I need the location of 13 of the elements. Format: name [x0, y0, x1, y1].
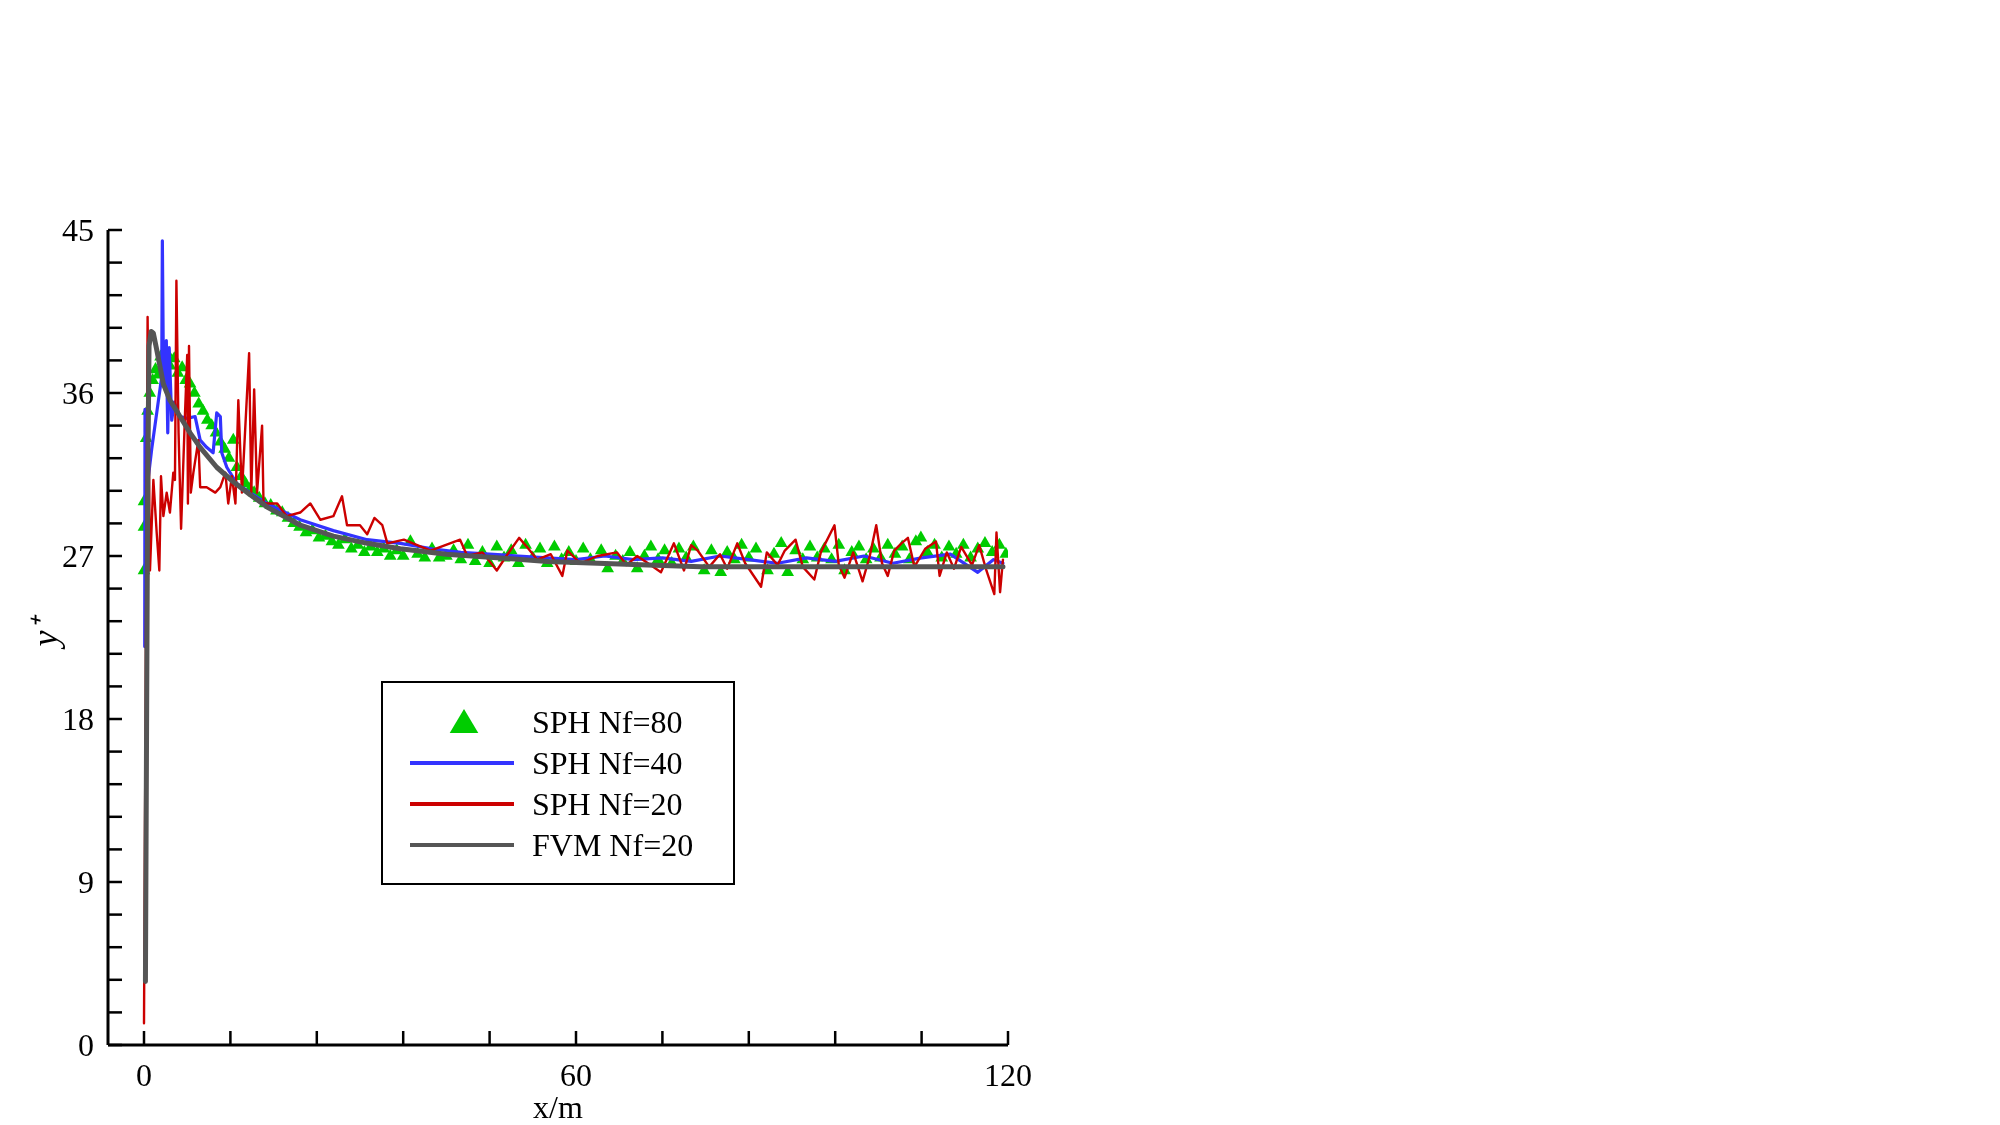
legend-label: SPH Nf=80	[532, 704, 683, 741]
legend-label: SPH Nf=20	[532, 786, 683, 823]
legend-label: SPH Nf=40	[532, 745, 683, 782]
x-tick-label: 120	[984, 1056, 1032, 1093]
x-tick-label: 0	[136, 1056, 152, 1093]
y-tick-label: 9	[78, 864, 94, 901]
y-tick-label: 45	[62, 212, 94, 249]
y-tick-label: 0	[78, 1027, 94, 1064]
legend-label: FVM Nf=20	[532, 827, 694, 864]
y-axis-title: y⁺	[24, 613, 65, 650]
y-tick-label: 27	[62, 538, 94, 575]
y-tick-label: 18	[62, 701, 94, 738]
y-tick-label: 36	[62, 375, 94, 412]
